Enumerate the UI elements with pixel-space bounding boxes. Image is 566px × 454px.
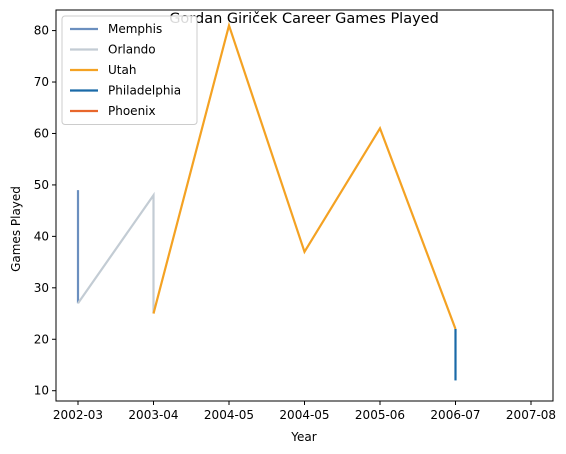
y-tick-label: 10 xyxy=(34,384,49,398)
y-tick-label: 70 xyxy=(34,75,49,89)
legend-label: Phoenix xyxy=(108,104,156,118)
y-axis-title: Games Played xyxy=(9,186,23,272)
x-tick-label: 2006-07 xyxy=(430,408,480,422)
y-tick-label: 60 xyxy=(34,126,49,140)
legend: Memphis Orlando Utah Philadelphia Phoenix xyxy=(61,15,198,125)
series-line-utah xyxy=(152,21,457,330)
legend-label: Philadelphia xyxy=(108,84,181,98)
y-tick-label: 80 xyxy=(34,24,49,38)
x-tick-label: 2004-05 xyxy=(204,408,254,422)
legend-label: Utah xyxy=(108,63,136,77)
x-tick-label: 2003-04 xyxy=(128,408,178,422)
x-tick-label: 2007-08 xyxy=(506,408,556,422)
x-tick-label: 2004-05 xyxy=(279,408,329,422)
y-tick-label: 40 xyxy=(34,229,49,243)
x-tick-label: 2002-03 xyxy=(53,408,103,422)
y-tick-label: 50 xyxy=(34,178,49,192)
legend-label: Orlando xyxy=(108,43,156,57)
legend-label: Memphis xyxy=(108,22,162,36)
legend-box xyxy=(61,15,198,125)
series-lines xyxy=(76,21,457,381)
x-axis: 2002-03 2003-04 2004-05 2004-05 2005-06 2006-… xyxy=(53,401,556,422)
y-tick-label: 20 xyxy=(34,332,49,346)
y-tick-label: 30 xyxy=(34,281,49,295)
chart-title: Gordan Giriček Career Games Played xyxy=(169,11,439,27)
x-tick-label: 2005-06 xyxy=(355,408,405,422)
x-axis-title: Year xyxy=(290,430,316,444)
series-line-orlando xyxy=(77,191,155,314)
y-axis: 10 20 30 40 50 60 70 80 xyxy=(34,24,56,398)
